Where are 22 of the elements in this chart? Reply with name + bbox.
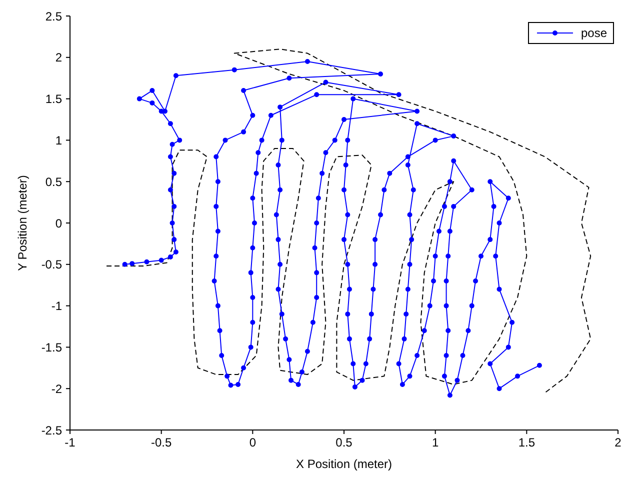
line-series — [106, 48, 592, 394]
y-tick-label: -0.5 — [41, 258, 62, 272]
y-tick-label: 1 — [55, 133, 62, 148]
y-tick-label: -1.5 — [41, 340, 62, 354]
y-tick-label: 1.5 — [45, 92, 62, 106]
y-tick-label: -1 — [51, 299, 62, 314]
y-tick-label: -2.5 — [41, 423, 62, 438]
y-tick-label: 0 — [55, 216, 62, 230]
legend-label: pose — [580, 26, 607, 40]
y-axis-title: Y Position (meter) — [15, 175, 30, 271]
x-tick-label: 2 — [614, 436, 622, 450]
y-tick-label: 0.5 — [45, 174, 62, 189]
x-tick-label: 1.5 — [518, 436, 536, 450]
y-tick-label: -2 — [51, 382, 62, 396]
x-tick-label: 0.5 — [336, 436, 353, 450]
x-tick-label: 1 — [432, 436, 439, 450]
y-tick-label: 2.5 — [45, 9, 62, 24]
x-axis-title: X Position (meter) — [296, 457, 392, 471]
x-tick-label: -1 — [64, 436, 76, 450]
x-tick-label: 0 — [249, 436, 256, 450]
y-tick-label: 2 — [55, 50, 62, 65]
x-tick-label: -0.5 — [150, 436, 172, 450]
